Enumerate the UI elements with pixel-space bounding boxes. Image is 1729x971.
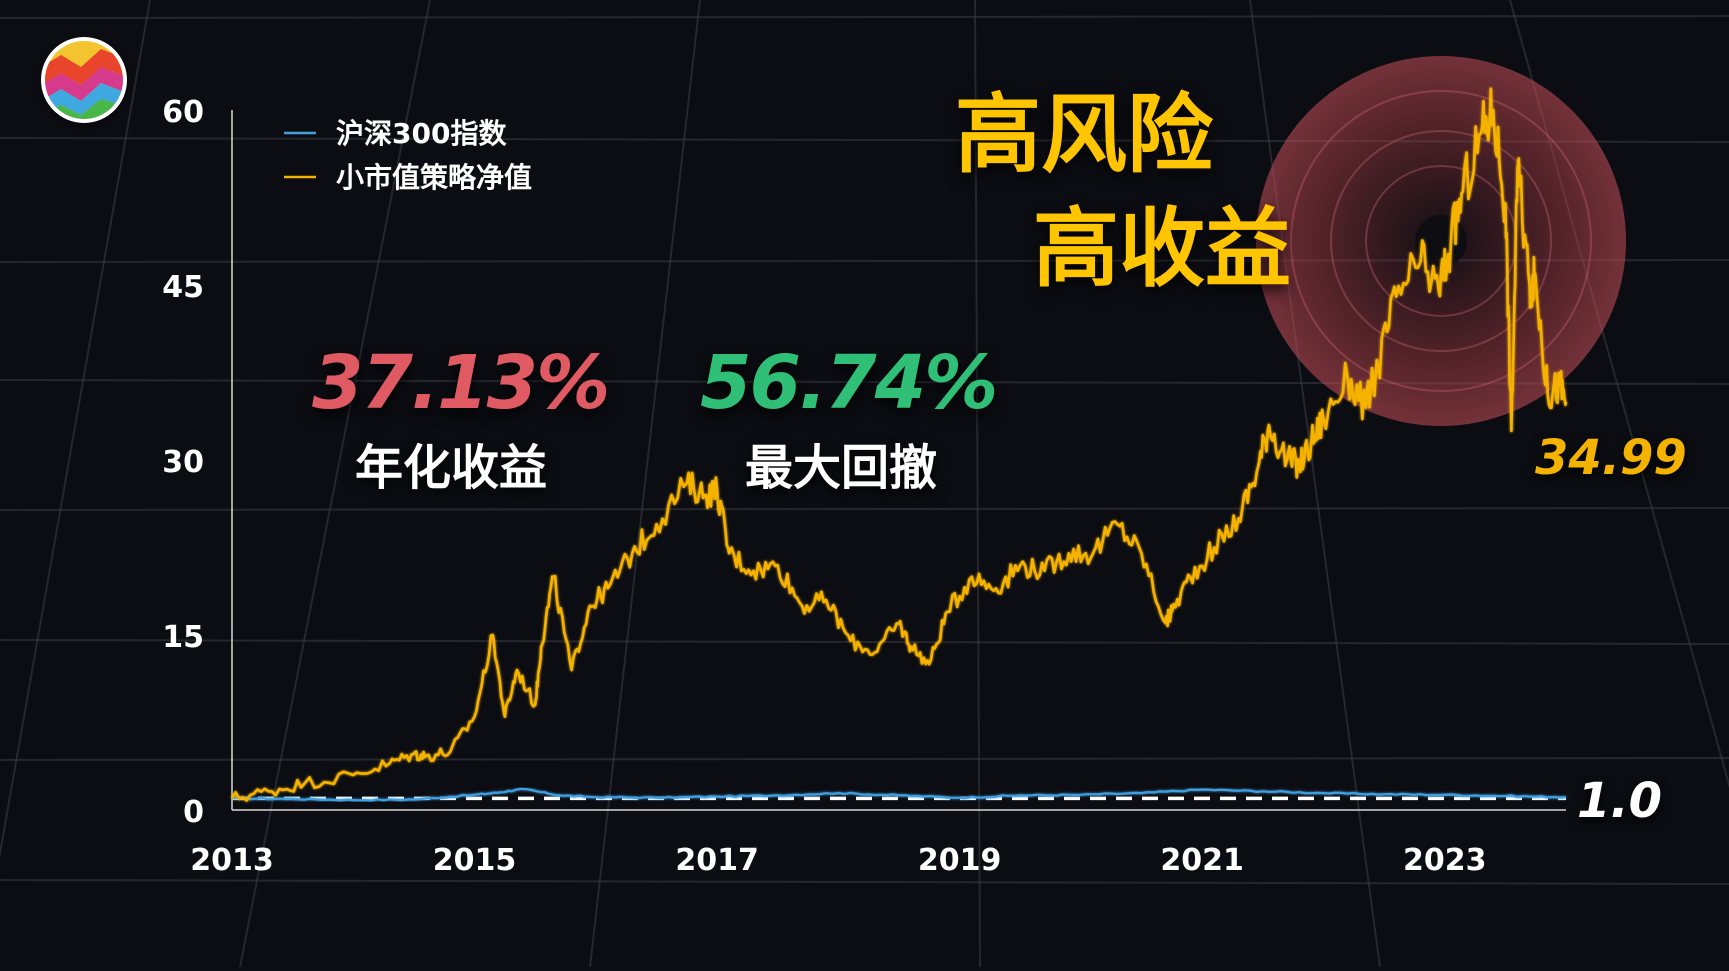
x-tick-label: 2019 [918,843,1002,878]
grid-line-vertical [589,0,701,968]
y-tick-label: 60 [162,95,204,130]
y-tick-label: 0 [183,795,204,830]
x-tick-label: 2021 [1160,843,1244,878]
grid-line-horizontal [0,757,1729,761]
y-tick-label: 30 [162,445,204,480]
end-value-label: 34.99 [1535,430,1687,486]
x-tick-label: 2017 [675,843,759,878]
highlight-disc-ring [1290,90,1592,392]
grid-line-vertical [974,0,981,968]
series-line-hs300-index [231,787,1567,802]
highlight-disc-ring [1330,130,1552,352]
x-tick-label: 2015 [433,843,517,878]
headline-line-1: 高风险 [955,85,1213,185]
legend-label: 小市值策略净值 [336,161,532,194]
series-group [230,87,1568,802]
baseline-value-label: 1.0 [1577,773,1663,829]
peak-highlight-disc [1256,56,1626,426]
annual-return-value: 37.13% [312,340,610,426]
grid-line-horizontal [0,639,1729,645]
grid-line-horizontal [0,507,1729,511]
grid-line-horizontal [0,879,1729,885]
headline-line-2: 高收益 [1033,199,1291,299]
grid-line-vertical [1249,0,1381,968]
colorful-wave-logo-icon [41,37,127,123]
chart-axes: 0 15 30 45 60 2013 2015 2017 2019 2021 2023 [162,95,1566,878]
x-tick-label: 2013 [190,843,274,878]
legend-label: 沪深300指数 [336,117,507,150]
series-line-small-cap-nav [230,87,1568,802]
grid-line-horizontal [0,15,1729,19]
grid-line-vertical [0,0,151,860]
annual-return-label: 年化收益 [355,440,548,496]
y-tick-label: 15 [162,620,204,655]
grid-line-vertical [239,0,431,968]
max-drawdown-label: 最大回撤 [745,440,938,496]
x-tick-label: 2023 [1403,843,1487,878]
max-drawdown-value: 56.74% [700,340,998,426]
y-tick-label: 45 [162,270,204,305]
